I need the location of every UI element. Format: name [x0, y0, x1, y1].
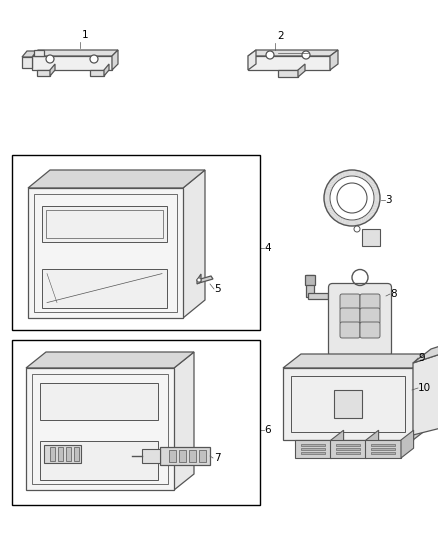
Polygon shape [336, 452, 360, 454]
Polygon shape [179, 450, 186, 462]
Polygon shape [174, 352, 194, 490]
Polygon shape [142, 449, 160, 463]
Polygon shape [308, 293, 328, 299]
Polygon shape [334, 390, 362, 418]
Text: 9: 9 [418, 353, 424, 363]
Text: 3: 3 [385, 195, 392, 205]
Polygon shape [330, 50, 338, 70]
Polygon shape [413, 350, 438, 435]
FancyBboxPatch shape [328, 284, 392, 357]
Polygon shape [330, 440, 366, 458]
Polygon shape [413, 354, 431, 440]
Polygon shape [37, 70, 50, 76]
Polygon shape [50, 64, 55, 76]
Circle shape [197, 278, 201, 282]
Circle shape [266, 51, 274, 59]
Polygon shape [32, 56, 112, 70]
Bar [12, 340, 260, 505]
Polygon shape [371, 452, 395, 454]
Polygon shape [301, 448, 325, 450]
Circle shape [337, 183, 367, 213]
Ellipse shape [70, 431, 86, 439]
Polygon shape [32, 50, 118, 56]
Polygon shape [295, 440, 331, 458]
Circle shape [302, 51, 310, 59]
Polygon shape [336, 448, 360, 450]
Polygon shape [66, 447, 71, 461]
Text: 4: 4 [264, 243, 271, 253]
Text: 1: 1 [82, 30, 88, 40]
Polygon shape [197, 274, 201, 284]
Polygon shape [197, 276, 213, 283]
Polygon shape [58, 447, 63, 461]
FancyBboxPatch shape [360, 294, 380, 310]
Polygon shape [366, 430, 378, 458]
Polygon shape [306, 275, 314, 297]
Circle shape [90, 55, 98, 63]
Polygon shape [26, 352, 194, 368]
Polygon shape [248, 56, 330, 70]
Polygon shape [283, 368, 413, 440]
Polygon shape [301, 452, 325, 454]
Polygon shape [365, 440, 401, 458]
Polygon shape [248, 50, 256, 70]
Ellipse shape [78, 254, 96, 264]
Polygon shape [160, 447, 210, 465]
Bar [12, 155, 260, 330]
Polygon shape [22, 51, 37, 57]
Polygon shape [42, 269, 167, 308]
Polygon shape [371, 448, 395, 450]
FancyBboxPatch shape [340, 322, 360, 338]
Polygon shape [278, 70, 298, 77]
Text: 8: 8 [390, 289, 397, 299]
Polygon shape [189, 450, 196, 462]
Polygon shape [283, 354, 431, 368]
Circle shape [46, 55, 54, 63]
Text: 7: 7 [214, 453, 221, 463]
Circle shape [354, 226, 360, 232]
Polygon shape [301, 444, 325, 446]
Polygon shape [199, 450, 206, 462]
Polygon shape [112, 50, 118, 70]
Polygon shape [74, 447, 79, 461]
FancyBboxPatch shape [340, 294, 360, 310]
Polygon shape [44, 445, 81, 463]
Polygon shape [50, 447, 55, 461]
Polygon shape [183, 170, 205, 318]
Polygon shape [169, 450, 176, 462]
Polygon shape [26, 368, 174, 490]
Polygon shape [371, 444, 395, 446]
Polygon shape [28, 170, 205, 188]
Polygon shape [34, 50, 44, 56]
Text: 6: 6 [264, 425, 271, 435]
Polygon shape [28, 188, 183, 318]
Polygon shape [22, 57, 32, 68]
Text: 5: 5 [214, 284, 221, 294]
FancyBboxPatch shape [340, 308, 360, 324]
Polygon shape [305, 275, 315, 285]
Polygon shape [40, 441, 158, 480]
Polygon shape [401, 430, 413, 458]
Polygon shape [331, 430, 343, 458]
Polygon shape [413, 336, 438, 363]
Polygon shape [42, 206, 167, 243]
Text: 10: 10 [418, 383, 431, 393]
Polygon shape [298, 64, 305, 77]
Text: 2: 2 [277, 31, 284, 41]
FancyBboxPatch shape [360, 308, 380, 324]
Polygon shape [104, 64, 109, 76]
Polygon shape [90, 70, 104, 76]
FancyBboxPatch shape [360, 322, 380, 338]
Polygon shape [40, 383, 158, 419]
Polygon shape [248, 50, 338, 56]
Polygon shape [362, 229, 380, 246]
Polygon shape [336, 444, 360, 446]
